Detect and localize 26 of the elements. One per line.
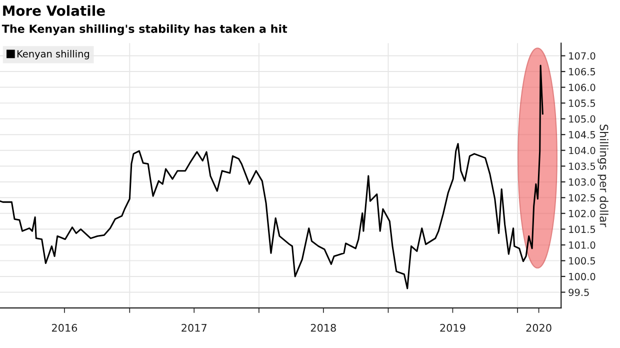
y-tick-label: 106.5 xyxy=(569,68,596,76)
x-tick-label: 2017 xyxy=(182,324,206,332)
chart-subtitle: The Kenyan shilling's stability has taken a hit xyxy=(2,24,288,36)
y-tick-label: 101.0 xyxy=(569,241,596,249)
y-tick-label: 102.0 xyxy=(569,210,596,218)
y-tick-label: 104.0 xyxy=(569,146,596,154)
x-tick-label: 2019 xyxy=(440,324,466,332)
y-tick-label: 103.0 xyxy=(569,178,596,186)
y-tick-label: 104.5 xyxy=(569,131,596,138)
x-tick-label: 2016 xyxy=(52,324,78,332)
y-axis-title: Shillings per dollar xyxy=(598,124,608,228)
chart-title: More Volatile xyxy=(3,5,105,16)
x-tick-label: 2020 xyxy=(526,324,552,332)
legend-label: Kenyan shilling xyxy=(17,50,90,60)
y-tick-label: 101.5 xyxy=(569,226,596,233)
y-tick-label: 103.5 xyxy=(569,162,596,170)
y-tick-label: 99.5 xyxy=(568,288,589,296)
x-tick-label: 2018 xyxy=(310,324,336,332)
y-tick-label: 107.0 xyxy=(569,52,596,60)
y-tick-label: 100.0 xyxy=(569,272,596,280)
y-tick-label: 100.5 xyxy=(569,257,596,265)
y-tick-label: 105.5 xyxy=(569,100,596,107)
y-tick-label: 102.5 xyxy=(569,194,596,202)
y-tick-label: 105.0 xyxy=(569,115,596,123)
line-series xyxy=(0,64,544,290)
y-tick-label: 106.0 xyxy=(569,84,596,92)
